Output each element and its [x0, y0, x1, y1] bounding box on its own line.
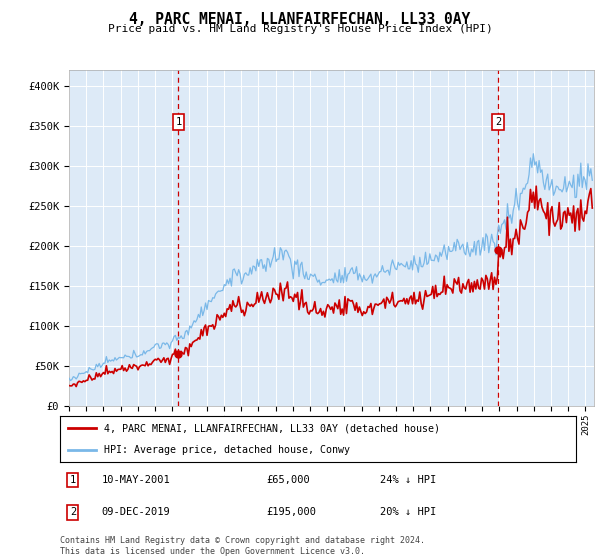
Text: 20% ↓ HPI: 20% ↓ HPI: [380, 507, 436, 517]
Text: 10-MAY-2001: 10-MAY-2001: [101, 475, 170, 485]
Text: 4, PARC MENAI, LLANFAIRFECHAN, LL33 0AY (detached house): 4, PARC MENAI, LLANFAIRFECHAN, LL33 0AY …: [104, 423, 440, 433]
Text: 09-DEC-2019: 09-DEC-2019: [101, 507, 170, 517]
Text: Price paid vs. HM Land Registry's House Price Index (HPI): Price paid vs. HM Land Registry's House …: [107, 24, 493, 34]
Text: 2: 2: [70, 507, 76, 517]
Text: 1: 1: [70, 475, 76, 485]
Text: 4, PARC MENAI, LLANFAIRFECHAN, LL33 0AY: 4, PARC MENAI, LLANFAIRFECHAN, LL33 0AY: [130, 12, 470, 27]
Text: £195,000: £195,000: [266, 507, 316, 517]
Text: 2: 2: [495, 117, 501, 127]
Text: Contains HM Land Registry data © Crown copyright and database right 2024.
This d: Contains HM Land Registry data © Crown c…: [60, 536, 425, 556]
Text: 1: 1: [175, 117, 182, 127]
Text: £65,000: £65,000: [266, 475, 310, 485]
Text: HPI: Average price, detached house, Conwy: HPI: Average price, detached house, Conw…: [104, 445, 350, 455]
Text: 24% ↓ HPI: 24% ↓ HPI: [380, 475, 436, 485]
